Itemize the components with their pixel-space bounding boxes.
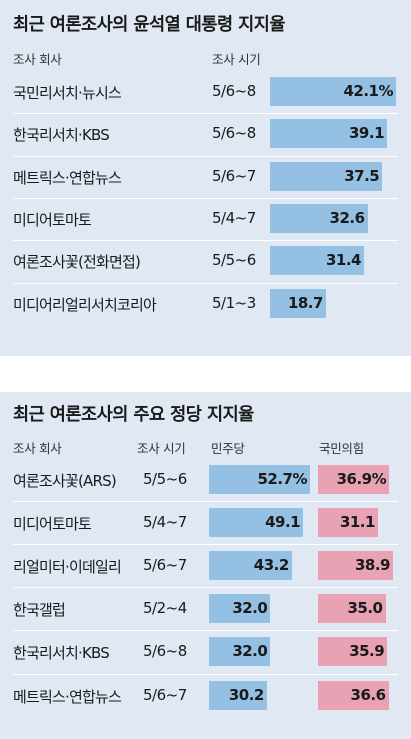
date-label: 5/6~8 [143,642,187,661]
data-label-ppp: 36.6 [350,685,387,704]
data-label: 42.1% [343,82,393,100]
data-label: 18.7 [287,293,324,312]
legend-series-democratic: 민주당 [211,441,245,456]
table-row: 미디어리얼리서치코리아 5/1~3 18.7 [0,283,411,325]
data-label-democratic: 32.0 [232,599,268,618]
table-row: 한국갤럽 5/2~4 32.0 35.0 [0,588,411,630]
row-divider [13,673,398,675]
bar-democratic [209,465,310,494]
data-label-democratic: 43.2 [253,556,290,575]
data-label-ppp: 36.9% [336,470,387,488]
data-label-democratic: 32.0 [232,642,268,661]
data-label-democratic: 30.2 [228,685,265,704]
bar-ppp [318,508,378,538]
date-label: 5/1~3 [212,293,256,312]
data-label: 32.6 [329,208,366,227]
party-support-chart: 최근 여론조사의 주요 정당 지지율 조사 회사 조사 시기 민주당 국민의힘 … [0,392,411,739]
company-label: 국민리서치·뉴시스 [13,84,122,102]
bar [270,203,368,233]
date-label: 5/6~7 [143,556,187,575]
row-divider [13,155,398,157]
date-label: 5/4~7 [143,513,187,532]
table-row: 메트릭스·연합뉴스 5/6~7 30.2 36.6 [0,675,411,717]
bar-democratic [209,594,271,624]
date-label: 5/2~4 [143,599,187,618]
table-row: 미디어토마토 5/4~7 49.1 31.1 [0,502,411,544]
date-label: 5/5~6 [143,470,187,488]
legend-series-ppp: 국민의힘 [319,441,364,456]
data-label: 31.4 [325,251,362,270]
company-label: 미디어토마토 [13,515,92,534]
company-label: 메트릭스·연합뉴스 [13,687,122,706]
company-label: 리얼미터·이데일리 [13,558,122,577]
bar-democratic [209,551,292,581]
company-label: 미디어토마토 [13,210,92,229]
bar [270,119,387,149]
table-row: 한국리서치·KBS 5/6~8 39.1 [0,113,411,155]
table-row: 메트릭스·연합뉴스 5/6~7 37.5 [0,156,411,198]
table-row: 국민리서치·뉴시스 5/6~8 42.1% [0,71,411,113]
data-label-ppp: 38.9 [354,556,391,575]
date-label: 5/6~8 [212,82,256,100]
table-row: 여론조사꽃(ARS) 5/5~6 52.7% 36.9% [0,459,411,501]
row-divider [13,630,398,632]
data-label-democratic: 52.7% [257,470,307,488]
table-row: 여론조사꽃(전화면접) 5/5~6 31.4 [0,240,411,282]
bar [270,161,383,191]
bar-democratic [209,508,304,538]
row-divider [13,501,398,503]
company-label: 한국갤럽 [13,601,66,620]
company-header: 조사 회사 [13,441,62,456]
bar-democratic [209,637,271,667]
row-divider [13,587,398,589]
date-label: 5/5~6 [212,251,256,270]
company-label: 메트릭스·연합뉴스 [13,168,122,187]
company-label: 여론조사꽃(ARS) [13,472,117,490]
row-divider [13,544,398,546]
date-label: 5/6~8 [212,124,256,143]
data-label-ppp: 35.0 [347,599,383,618]
date-label: 5/4~7 [212,208,256,227]
bar [270,246,364,276]
company-label: 한국리서치·KBS [13,644,110,663]
table-row: 리얼미터·이데일리 5/6~7 43.2 38.9 [0,545,411,587]
data-label-ppp: 31.1 [339,513,376,532]
row-divider [13,197,398,199]
row-divider [13,282,398,284]
bar-democratic [209,680,267,710]
company-header: 조사 회사 [13,52,62,67]
row-divider [13,240,398,242]
company-label: 미디어리얼리서치코리아 [13,295,157,314]
chart-title: 최근 여론조사의 윤석열 대통령 지지율 [13,15,285,35]
data-label-ppp: 35.9 [349,642,385,661]
date-label: 5/6~7 [143,685,187,704]
table-row: 한국리서치·KBS 5/6~8 32.0 35.9 [0,631,411,673]
bar [270,77,396,106]
president-approval-chart: 최근 여론조사의 윤석열 대통령 지지율 조사 회사 조사 시기 국민리서치·뉴… [0,0,411,356]
bar-ppp [318,465,390,494]
date-label: 5/6~7 [212,166,256,185]
bar-ppp [318,594,386,624]
bar-ppp [318,551,393,581]
company-label: 여론조사꽃(전화면접) [13,253,141,272]
date-header: 조사 시기 [137,441,186,456]
data-label-democratic: 49.1 [265,513,301,532]
company-label: 한국리서치·KBS [13,126,110,145]
bar-ppp [318,680,389,710]
data-label: 39.1 [349,124,385,143]
table-row: 미디어토마토 5/4~7 32.6 [0,198,411,240]
data-label: 37.5 [344,166,380,185]
bar [270,288,326,318]
row-divider [13,113,398,115]
bar-ppp [318,637,388,667]
date-header: 조사 시기 [212,52,261,67]
chart-title: 최근 여론조사의 주요 정당 지지율 [13,405,254,425]
